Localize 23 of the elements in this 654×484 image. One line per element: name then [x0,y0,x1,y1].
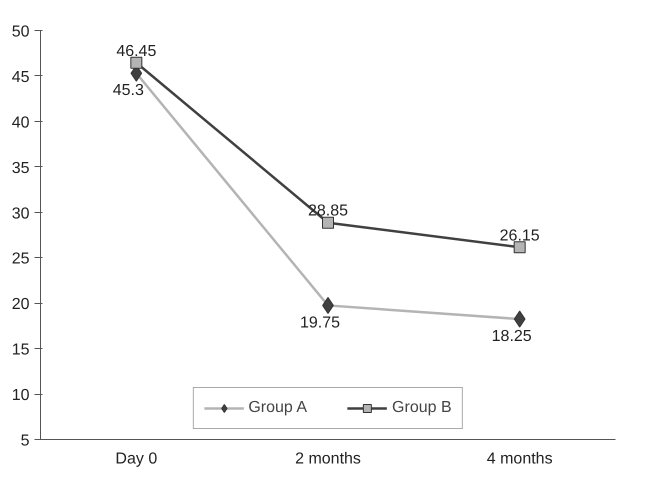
y-tick-label: 45 [12,68,30,86]
y-tick-label: 15 [12,342,30,359]
x-tick-label: Day 0 [115,450,158,468]
data-label: 26.15 [500,227,540,244]
y-tick-label: 30 [12,205,30,222]
y-tick-label: 20 [12,296,30,314]
data-label: 46.45 [116,42,156,60]
x-tick-label: 4 months [486,450,553,468]
point [130,56,142,69]
legend-label: Group B [392,399,452,417]
y-tick-label: 25 [12,250,30,268]
point [322,216,334,229]
data-label: 19.75 [300,314,340,332]
data-label: 45.3 [112,82,144,100]
legend-label: Group A [248,399,308,417]
y-tick-label: 40 [12,114,30,132]
point [514,241,526,254]
x-tick-label: 2 months [295,450,361,468]
y-tick-label: 5 [20,432,30,450]
y-tick-label: 10 [12,387,30,404]
data-label: 18.25 [492,328,532,346]
y-tick-label: 50 [12,24,30,40]
y-tick-label: 35 [12,160,30,177]
